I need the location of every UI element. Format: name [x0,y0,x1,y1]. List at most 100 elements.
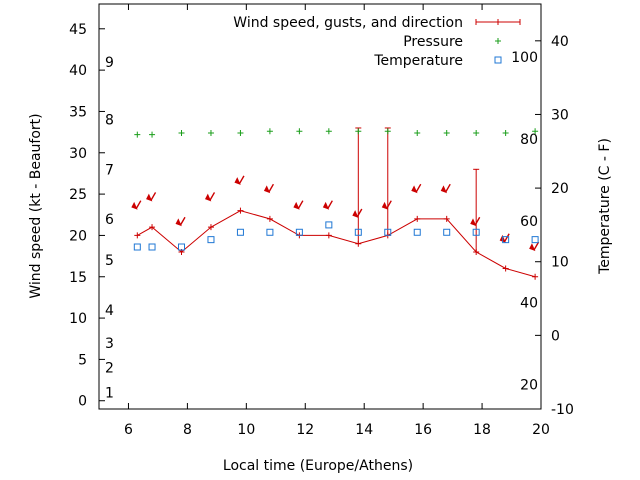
wind-direction-arrow [440,183,451,194]
pressure-point [296,128,303,135]
wind-point [149,224,156,231]
legend-label: Temperature [373,53,463,69]
y2-axis-label: Temperature (C - F) [597,138,613,275]
wind-direction-arrow [381,200,392,210]
fahrenheit-label: 40 [520,296,538,312]
wind-direction-arrow [499,233,510,243]
pressure-point [502,129,509,136]
temperature-point [384,228,392,236]
wind-direction-arrow [470,216,481,227]
beaufort-label: 6 [105,212,114,228]
y-axis-label: Wind speed (kt - Beaufort) [28,113,44,298]
y-tick-label: 30 [69,146,87,162]
temperature-point [236,228,244,236]
legend-label: Wind speed, gusts, and direction [233,15,463,31]
x-tick-label: 12 [296,422,314,438]
wind-point [532,273,539,280]
beaufort-label: 9 [105,55,114,71]
legend-pressure-swatch [495,38,501,44]
fahrenheit-label: 80 [520,132,538,148]
y2-tick-label: 0 [551,328,560,344]
y-tick-label: 20 [69,228,87,244]
y-tick-label: 45 [69,22,87,38]
x-tick-label: 18 [473,422,491,438]
pressure-point [178,129,185,136]
series-wind [131,127,540,280]
pressure-point [149,131,156,138]
wind-direction-arrow [204,192,216,202]
legend-label: Pressure [403,34,463,50]
pressure-point [532,128,539,135]
pressure-point [134,131,141,138]
beaufort-label: 5 [105,253,114,269]
y-tick-label: 15 [69,270,87,286]
legend: Wind speed, gusts, and direction Pressure… [233,15,521,69]
pressure-point [237,129,244,136]
wind-point [266,215,273,222]
x-tick-label: 8 [183,422,192,438]
wind-direction-arrow [411,183,422,194]
wind-direction-arrow [175,216,186,227]
x-tick-label: 10 [237,422,255,438]
beaufort-label: 8 [105,113,114,129]
temperature-point [531,236,539,244]
beaufort-label: 2 [105,361,114,377]
y-tick-label: 10 [69,311,87,327]
temperature-point [148,243,156,251]
pressure-point [414,129,421,136]
x-tick-label: 20 [532,422,550,438]
beaufort-label: 1 [105,385,114,401]
y2-tick-label: -10 [551,402,574,418]
y2-tick-label: 40 [551,34,569,50]
wind-point [207,224,214,231]
y-tick-label: 35 [69,104,87,120]
temperature-point [266,228,274,236]
fahrenheit-label: 60 [520,214,538,230]
wind-point [443,215,450,222]
x-tick-label: 16 [414,422,432,438]
temperature-point [472,228,480,236]
temperature-point [207,236,215,244]
wind-speed-line [137,210,536,278]
temperature-point [413,228,421,236]
fahrenheit-label: 100 [511,50,538,66]
temperature-point [295,228,303,236]
y-tick-label: 5 [78,352,87,368]
temperature-point [443,228,451,236]
wind-point [502,265,509,272]
x-axis-label: Local time (Europe/Athens) [223,458,413,474]
pressure-point [325,128,332,135]
y2-tick-label: 30 [551,107,569,123]
wind-direction-arrow [263,183,275,194]
y2-tick-label: 10 [551,255,569,271]
pressure-point [266,128,273,135]
wind-point [237,207,244,214]
wind-direction-arrow [234,175,245,185]
wind-direction-arrow [293,200,304,210]
temperature-point [354,228,362,236]
temperature-point [502,236,510,244]
y2-tick-label: 20 [551,181,569,197]
pressure-point [443,129,450,136]
wind-direction-arrow [322,200,333,210]
y-tick-label: 0 [78,394,87,410]
wind-direction-arrow [131,200,142,210]
legend-temperature-swatch [494,56,502,64]
pressure-point [384,128,391,135]
axis-ticks [99,4,542,410]
wind-direction-arrow [146,192,157,202]
tick-labels: 6 8 10 12 14 16 18 20051015202530354045-1001020… [69,22,574,438]
beaufort-label: 7 [105,162,114,178]
wind-point [325,232,332,239]
wind-point [414,215,421,222]
temperature-point [133,243,141,251]
x-tick-label: 6 [124,422,133,438]
temperature-point [178,243,186,251]
y-tick-label: 25 [69,187,87,203]
wind-direction-arrow [352,208,363,219]
temperature-point [325,221,333,229]
x-tick-label: 14 [355,422,373,438]
fahrenheit-label: 20 [520,377,538,393]
series-temperature [133,221,539,251]
